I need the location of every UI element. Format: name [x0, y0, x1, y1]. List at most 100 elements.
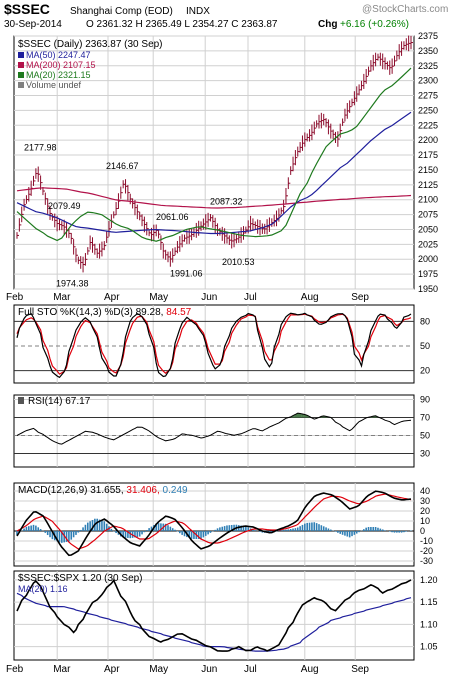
rsi-panel: 90 70 50 30 RSI(14) 67.17	[13, 394, 430, 468]
price-y-tick: 2050	[418, 224, 438, 234]
ohlc-values: O 2361.32 H 2365.49 L 2354.27 C 2363.87	[86, 19, 278, 30]
panel-border	[13, 570, 415, 661]
price-y-tick: 2100	[418, 195, 438, 205]
ratio-y-tick: 1.05	[420, 642, 438, 652]
x-tick-label: Apr	[104, 292, 120, 303]
ratio-title: $SSEC:$SPX 1.20 (30 Sep)	[18, 573, 143, 584]
ma50-line	[16, 111, 412, 235]
x-tick-label: Apr	[104, 664, 120, 675]
price-annotation: 2079.49	[48, 201, 81, 211]
macd-line	[16, 490, 412, 557]
x-tick-label: Aug	[301, 664, 319, 675]
ratio-panel: 1.20 1.15 1.10 1.05 $SSEC:$SPX 1.20 (30 Sep)…	[13, 570, 438, 661]
macd-y-tick: -20	[420, 546, 433, 556]
legend-swatch	[18, 52, 24, 58]
price-y-tick: 2250	[418, 105, 438, 115]
exchange-label: INDX	[186, 6, 210, 17]
price-y-tick: 2025	[418, 239, 438, 249]
panel-border	[13, 482, 415, 567]
ratio-ma-line	[16, 592, 412, 652]
ma200-line	[16, 187, 412, 209]
x-tick-label: Mar	[53, 292, 71, 303]
price-y-tick: 2375	[418, 31, 438, 41]
legend-swatch	[18, 62, 24, 68]
macd-y-tick: 30	[420, 496, 430, 506]
price-annotation: 2177.98	[24, 142, 57, 152]
x-tick-label: May	[149, 292, 168, 303]
legend-item: Volume undef	[26, 80, 82, 90]
macd-y-tick: -30	[420, 556, 433, 566]
rsi-legend-swatch	[18, 397, 24, 404]
quote-date: 30-Sep-2014	[4, 19, 62, 30]
x-tick-label: Sep	[351, 664, 369, 675]
rsi-y-tick: 90	[420, 395, 430, 405]
legend-swatch	[18, 82, 24, 88]
stochastic-panel: 80 50 20 Full STO %K(14,3) %D(3) 89.28, 84.…	[13, 304, 430, 384]
sto-y-tick: 80	[420, 316, 430, 326]
x-tick-label: May	[149, 664, 168, 675]
price-y-tick: 2275	[418, 91, 438, 101]
rsi-y-tick: 30	[420, 449, 430, 459]
ratio-line	[16, 578, 412, 652]
watermark: @StockCharts.com	[362, 4, 448, 15]
sto-y-tick: 20	[420, 366, 430, 376]
price-annotation: 1974.38	[56, 278, 89, 288]
price-y-tick: 1950	[418, 284, 438, 294]
macd-title: MACD(12,26,9) 31.655, 31.406, 0.249	[18, 485, 188, 496]
price-annotation: 2061.06	[156, 212, 189, 222]
x-axis-top: Feb Mar Apr May Jun Jul Aug Sep	[6, 292, 369, 303]
symbol-name: Shanghai Comp (EOD)	[70, 6, 173, 17]
price-y-tick: 2175	[418, 150, 438, 160]
legend-item: MA(20) 2321.15	[26, 70, 91, 80]
price-y-tick: 2150	[418, 165, 438, 175]
sto-y-tick: 50	[420, 341, 430, 351]
x-tick-label: Mar	[53, 664, 71, 675]
change-label: Chg	[318, 19, 337, 30]
macd-y-tick: 20	[420, 506, 430, 516]
price-y-tick: 2325	[418, 61, 438, 71]
x-tick-label: Jun	[201, 664, 217, 675]
rsi-title: RSI(14) 67.17	[28, 396, 91, 407]
price-y-tick: 1975	[418, 269, 438, 279]
price-panel: 2375 2350 2325 2300 2275 2250 2225 2200 2175 2150…	[13, 31, 438, 294]
macd-y-tick: 40	[420, 486, 430, 496]
x-tick-label: Feb	[6, 292, 24, 303]
macd-y-tick: 0	[420, 526, 425, 536]
ma20-line	[16, 67, 412, 242]
price-y-tick: 2000	[418, 254, 438, 264]
change-value: +6.16 (+0.26%)	[340, 19, 409, 30]
price-y-tick: 2350	[418, 46, 438, 56]
macd-y-tick: 10	[420, 516, 430, 526]
legend-item: MA(50) 2247.47	[26, 50, 91, 60]
ratio-y-tick: 1.20	[420, 575, 438, 585]
sto-title: Full STO %K(14,3) %D(3) 89.28, 84.57	[18, 307, 192, 318]
rsi-line	[16, 412, 412, 445]
panel-border	[13, 304, 415, 384]
price-y-tick: 2200	[418, 135, 438, 145]
ratio-y-tick: 1.15	[420, 597, 438, 607]
price-annotation: 1991.06	[170, 269, 203, 279]
price-y-tick: 2300	[418, 76, 438, 86]
x-tick-label: Sep	[351, 292, 369, 303]
x-tick-label: Jul	[244, 292, 257, 303]
rsi-y-tick: 50	[420, 431, 430, 441]
legend-swatch	[18, 72, 24, 78]
ratio-y-tick: 1.10	[420, 619, 438, 629]
price-y-tick: 2125	[418, 180, 438, 190]
price-y-tick: 2225	[418, 120, 438, 130]
x-tick-label: Feb	[6, 664, 24, 675]
price-annotation: 2010.53	[222, 257, 255, 267]
panel-border	[13, 394, 415, 468]
macd-y-tick: -10	[420, 536, 433, 546]
x-tick-label: Jul	[244, 664, 257, 675]
price-annotation: 2146.67	[106, 161, 139, 171]
price-annotation: 2087.32	[210, 196, 243, 206]
sto-k-line	[16, 312, 412, 379]
price-y-tick: 2075	[418, 210, 438, 220]
x-tick-label: Aug	[301, 292, 319, 303]
symbol-title: $SSEC	[4, 1, 50, 17]
x-axis-bottom: Feb Mar Apr May Jun Jul Aug Sep	[6, 664, 369, 675]
price-panel-title: $SSEC (Daily) 2363.87 (30 Sep)	[18, 39, 163, 50]
ratio-legend-item: MA(20) 1.16	[18, 584, 68, 594]
